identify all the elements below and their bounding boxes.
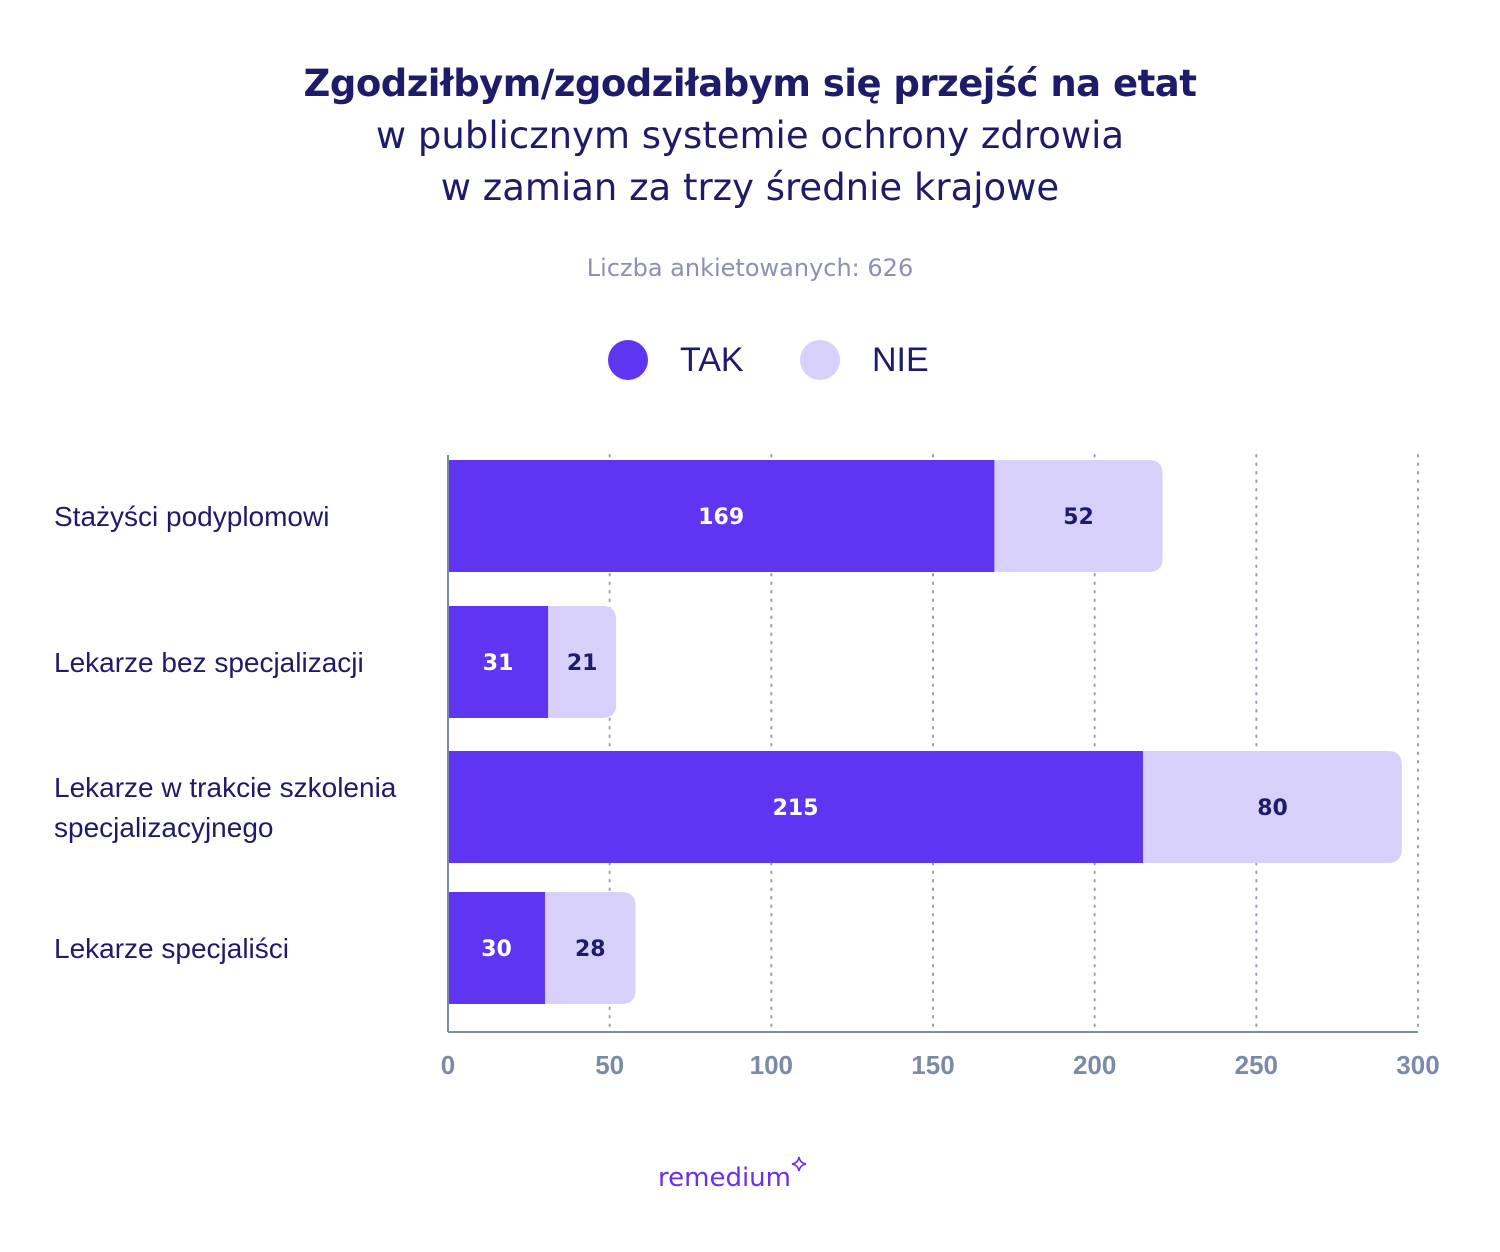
bar-label-tak-4: 30 [481,937,512,962]
bar-label-tak-1: 169 [698,505,744,530]
bar-nie-1 [994,460,1163,572]
brand-name: remedium [658,1163,791,1193]
x-tick-label-200: 200 [1073,1050,1116,1080]
bar-tak-4 [448,892,545,1004]
legend-swatch-tak [608,340,648,380]
x-tick-label-100: 100 [750,1050,793,1080]
x-tick-label-0: 0 [441,1050,455,1080]
category-label-line: specjalizacyjnego [54,812,273,843]
category-label-line: Stażyści podyplomowi [54,501,329,532]
chart-title-line-3: w zamian za trzy średnie krajowe [440,166,1060,209]
bar-tak-1 [448,460,995,572]
sparkle-icon [791,1156,807,1172]
legend-swatch-nie [800,340,840,380]
category-label-4: Lekarze specjaliści [54,933,289,964]
bar-tak-2 [448,606,549,718]
brand-logo: remedium [658,1156,807,1193]
bar-label-tak-2: 31 [483,651,514,676]
bar-tak-3 [448,751,1144,863]
x-tick-label-150: 150 [911,1050,954,1080]
x-tick-label-250: 250 [1235,1050,1278,1080]
bar-label-tak-3: 215 [773,796,819,821]
category-label-line: Lekarze bez specjalizacji [54,647,364,678]
bar-label-nie-3: 80 [1257,796,1288,821]
chart-title-line-1: Zgodziłbym/zgodziłabym się przejść na et… [303,62,1197,105]
bar-label-nie-2: 21 [567,651,598,676]
legend-label-tak: TAK [680,341,744,379]
category-label-1: Stażyści podyplomowi [54,501,329,532]
legend-label-nie: NIE [872,341,929,379]
category-label-line: Lekarze w trakcie szkolenia [54,772,397,803]
bar-nie-2 [548,606,617,718]
x-tick-label-50: 50 [595,1050,624,1080]
category-label-2: Lekarze bez specjalizacji [54,647,364,678]
category-label-3: Lekarze w trakcie szkolenia specjalizacyj… [54,772,397,843]
chart-subtitle: Liczba ankietowanych: 626 [586,254,914,282]
bar-label-nie-4: 28 [575,937,606,962]
x-tick-label-300: 300 [1396,1050,1439,1080]
chart-title-line-2: w publicznym systemie ochrony zdrowia [375,114,1125,157]
bar-label-nie-1: 52 [1063,505,1094,530]
bar-nie-4 [545,892,636,1004]
bar-nie-3 [1143,751,1402,863]
category-label-line: Lekarze specjaliści [54,933,289,964]
